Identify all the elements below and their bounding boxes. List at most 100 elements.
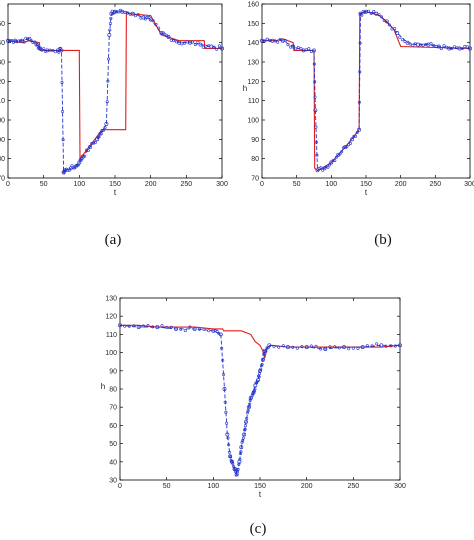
data-point-fill-a-1-21-2 <box>117 10 121 14</box>
y-tick-label-a-4: 110 <box>0 98 5 105</box>
x-tick-label-a-4: 200 <box>145 181 157 188</box>
data-point-fill-a-1-27-1 <box>169 38 173 42</box>
data-point-fill-b-1-3-3 <box>299 47 303 51</box>
data-point-fill-c-1-25-3 <box>281 344 285 348</box>
x-tick-label-b-1: 50 <box>293 181 301 188</box>
data-point-a-1-25 <box>148 17 153 22</box>
data-point-fill-b-1-16-1 <box>377 13 381 17</box>
data-point-fill-a-1-2-2 <box>24 36 28 40</box>
data-point-fill-a-1-27-2 <box>172 38 176 42</box>
series-line-c-0 <box>120 324 401 359</box>
data-point-c-1-4 <box>192 326 197 331</box>
data-point-fill-b-1-19-2 <box>411 44 415 48</box>
data-point-fill-c-1-8-3 <box>227 450 231 454</box>
data-point-fill-a-1-18-1 <box>105 100 109 104</box>
caption-b: (b) <box>374 232 392 248</box>
data-point-fill-b-1-18-2 <box>400 38 404 42</box>
x-tick-label-b-6: 300 <box>464 181 474 188</box>
data-point-fill-c-1-4-1 <box>197 327 201 331</box>
y-tick-label-c-3: 60 <box>109 423 117 430</box>
data-point-fill-c-1-11-3 <box>234 473 238 477</box>
data-point-fill-a-1-3-2 <box>31 41 35 45</box>
data-point-fill-b-1-6-2 <box>314 140 318 144</box>
data-point-b-1-13 <box>357 127 362 132</box>
data-point-fill-c-1-21-3 <box>257 371 261 375</box>
data-point-fill-a-1-6-3 <box>53 50 57 54</box>
data-point-fill-b-1-6-3 <box>315 153 319 157</box>
data-point-fill-a-1-19-2 <box>108 21 112 25</box>
data-point-fill-c-1-14-3 <box>241 436 245 440</box>
data-point-fill-a-1-28-2 <box>183 41 187 45</box>
data-point-fill-c-1-6-3 <box>222 372 226 376</box>
data-point-fill-c-1-2-1 <box>160 324 164 328</box>
data-point-fill-a-1-6-2 <box>51 48 55 52</box>
data-point-fill-b-1-14-3 <box>363 10 367 14</box>
data-point-c-1-16 <box>244 419 248 424</box>
data-point-a-1-32 <box>220 46 224 51</box>
data-point-fill-b-1-1-1 <box>273 39 277 43</box>
data-point-fill-c-1-16-3 <box>246 409 250 413</box>
chart-panel-b: 0 50 100 150 200 250 300 70 80 90 100 110 120 130 140 1… <box>243 2 474 198</box>
data-point-fill-a-1-8-3 <box>61 138 65 142</box>
data-point-fill-c-1-4-2 <box>202 327 206 331</box>
data-point-fill-b-1-7-2 <box>319 166 323 170</box>
data-point-c-1-32 <box>398 343 402 348</box>
y-tick-label-b-7: 140 <box>247 40 259 47</box>
data-point-fill-c-1-29-2 <box>351 346 355 350</box>
data-point-fill-b-1-7-1 <box>317 166 321 170</box>
data-point-fill-b-1-13-3 <box>358 41 362 45</box>
data-point-fill-c-1-18-2 <box>250 394 254 398</box>
data-point-fill-b-1-22-2 <box>442 44 446 48</box>
x-tick-label-c-3: 150 <box>254 483 266 490</box>
x-tick-label-a-5: 250 <box>180 181 192 188</box>
data-point-c-1-15 <box>242 432 247 437</box>
data-point-fill-a-1-5-1 <box>40 48 44 52</box>
data-point-fill-a-1-17-2 <box>102 128 106 132</box>
y-tick-label-a-8: 150 <box>0 21 5 28</box>
y-tick-label-c-2: 50 <box>109 441 117 448</box>
data-point-fill-b-1-5-2 <box>313 80 317 84</box>
data-point-fill-b-1-5-3 <box>313 95 317 99</box>
data-point-fill-c-1-2-3 <box>169 325 173 329</box>
y-tick-label-a-6: 130 <box>0 60 5 67</box>
data-point-fill-c-1-17-3 <box>248 398 252 402</box>
data-point-fill-c-1-24-2 <box>265 346 269 350</box>
data-point-c-1-26 <box>286 345 290 350</box>
data-point-fill-b-1-1-3 <box>278 37 282 41</box>
data-point-fill-c-1-16-1 <box>245 416 249 420</box>
plot-frame-c <box>119 297 401 481</box>
data-point-fill-a-1-4-1 <box>35 43 39 47</box>
data-point-fill-c-1-29-3 <box>356 347 360 351</box>
data-point-fill-b-1-16-3 <box>382 18 386 22</box>
data-point-a-1-19 <box>107 32 112 37</box>
data-point-fill-a-1-9-3 <box>63 169 67 173</box>
data-point-fill-a-1-7-3 <box>59 46 63 50</box>
data-point-c-1-7 <box>222 387 227 391</box>
x-tick-label-b-5: 250 <box>429 181 441 188</box>
data-point-fill-b-1-2-3 <box>289 45 293 49</box>
x-tick-label-c-0: 0 <box>118 483 122 490</box>
y-tick-label-b-4: 110 <box>248 98 259 105</box>
chart-panel-c: 0 50 100 150 200 250 300 30 40 50 60 70 80 90 100 110 12… <box>101 296 406 500</box>
x-tick-label-b-0: 0 <box>260 181 264 188</box>
x-tick-label-b-4: 200 <box>395 181 407 188</box>
data-point-fill-c-1-28-3 <box>337 346 341 350</box>
data-point-fill-c-1-12-3 <box>237 462 241 466</box>
data-point-fill-c-1-20-2 <box>255 381 259 385</box>
caption-a: (a) <box>105 232 122 248</box>
x-tick-label-a-1: 50 <box>40 181 48 188</box>
data-point-fill-c-1-13-1 <box>238 457 242 461</box>
data-point-fill-c-1-10-2 <box>231 464 235 468</box>
data-point-fill-c-1-7-3 <box>225 421 229 425</box>
y-tick-label-b-0: 70 <box>251 176 259 183</box>
data-point-fill-b-1-2-2 <box>286 43 290 47</box>
data-point-a-1-15 <box>88 145 92 150</box>
data-point-fill-c-1-6-2 <box>221 358 225 362</box>
data-point-fill-c-1-24-3 <box>266 346 270 350</box>
y-tick-label-c-9: 120 <box>105 314 117 321</box>
data-point-fill-b-1-10-1 <box>338 152 342 156</box>
caption-c: (c) <box>250 521 267 537</box>
data-point-fill-b-1-24-2 <box>463 44 467 48</box>
data-point-fill-c-1-5-3 <box>217 331 221 335</box>
data-point-fill-a-1-7-1 <box>57 50 61 54</box>
